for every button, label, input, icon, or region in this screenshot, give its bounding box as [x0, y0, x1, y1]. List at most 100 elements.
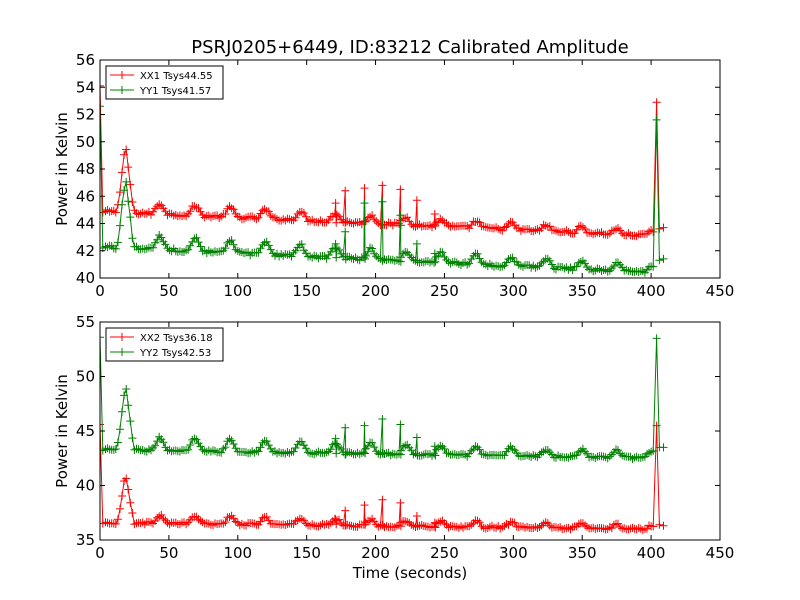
top-point-marker — [378, 197, 387, 206]
top-point-marker — [252, 215, 261, 224]
top-point-marker — [477, 258, 486, 267]
bottom-point-marker — [537, 521, 546, 530]
top-point-marker — [100, 102, 104, 111]
top-point-marker — [120, 150, 129, 159]
top-point-marker — [475, 254, 484, 263]
bottom-point-marker — [109, 445, 118, 454]
bottom-point-marker — [126, 417, 135, 426]
top-point-marker — [175, 247, 184, 256]
bottom-point-marker — [258, 438, 267, 447]
bottom-point-marker — [359, 448, 368, 457]
bottom-point-marker — [175, 447, 184, 456]
bottom-point-marker — [506, 517, 515, 526]
bottom-point-marker — [281, 521, 290, 529]
bottom-point-marker — [436, 441, 445, 450]
bottom-series-markers-2 — [100, 333, 668, 463]
bottom-point-marker — [198, 518, 207, 527]
top-point-marker — [124, 197, 133, 206]
top-point-marker — [426, 221, 434, 230]
bottom-point-marker — [304, 448, 312, 457]
bottom-point-marker — [483, 451, 492, 460]
top-point-marker — [412, 239, 421, 248]
bottom-point-marker — [250, 448, 259, 457]
bottom-point-marker — [122, 385, 131, 393]
bottom-point-marker — [242, 448, 250, 457]
bottom-point-marker — [395, 449, 403, 458]
bottom-x-tick-label: 200 — [361, 544, 390, 562]
top-point-marker — [612, 225, 620, 234]
bottom-point-marker — [649, 522, 658, 531]
bottom-y-tick-label: 55 — [76, 313, 95, 331]
top-point-marker — [186, 241, 195, 250]
top-point-marker — [360, 199, 369, 208]
bottom-legend-label-2: YY2 Tsys42.53 — [139, 348, 211, 359]
top-point-marker — [395, 257, 403, 266]
top-point-marker — [297, 240, 306, 249]
top-point-marker — [593, 264, 602, 273]
top-point-marker — [122, 177, 131, 186]
top-point-marker — [516, 226, 525, 235]
top-y-tick-label: 56 — [76, 51, 95, 69]
bottom-point-marker — [196, 516, 205, 525]
bottom-point-marker — [231, 517, 240, 526]
bottom-point-marker — [508, 445, 517, 453]
top-point-marker — [359, 253, 368, 262]
bottom-point-marker — [103, 518, 112, 527]
bottom-point-marker — [130, 520, 139, 529]
top-point-marker — [285, 250, 294, 259]
top-point-marker — [142, 209, 151, 218]
top-point-marker — [291, 213, 300, 222]
top-point-marker — [438, 248, 447, 257]
top-point-marker — [264, 207, 273, 216]
top-point-marker — [122, 145, 131, 154]
top-point-marker — [225, 202, 234, 211]
top-point-marker — [574, 258, 583, 267]
bottom-point-marker — [190, 434, 199, 443]
top-y-tick-label: 40 — [76, 269, 95, 287]
top-point-marker — [295, 240, 304, 249]
bottom-point-marker — [624, 525, 633, 534]
top-point-marker — [333, 210, 341, 219]
bottom-point-marker — [341, 506, 350, 515]
bottom-point-marker — [124, 485, 133, 494]
top-point-marker — [541, 221, 550, 230]
top-point-marker — [331, 239, 340, 248]
bottom-point-marker — [533, 524, 542, 532]
top-point-marker — [508, 253, 517, 262]
top-point-marker — [217, 247, 226, 256]
top-point-marker — [335, 245, 343, 254]
bottom-point-marker — [467, 520, 476, 529]
bottom-point-marker — [539, 447, 548, 456]
top-point-marker — [242, 213, 250, 222]
bottom-point-marker — [366, 516, 374, 525]
bottom-point-marker — [378, 495, 387, 504]
bottom-point-marker — [475, 445, 484, 454]
bottom-point-marker — [397, 446, 405, 455]
bottom-point-marker — [159, 438, 168, 447]
top-point-marker — [603, 230, 612, 239]
top-x-tick-label: 100 — [223, 282, 252, 300]
bottom-point-marker — [645, 448, 653, 457]
bottom-point-marker — [444, 523, 453, 532]
bottom-point-marker — [341, 423, 350, 432]
top-point-marker — [504, 255, 513, 264]
bottom-x-tick-label: 400 — [637, 544, 666, 562]
top-point-marker — [587, 265, 596, 274]
bottom-y-tick-label: 40 — [76, 477, 95, 495]
top-point-marker — [384, 255, 393, 264]
bottom-point-marker — [636, 453, 645, 462]
top-point-marker — [597, 266, 606, 275]
top-point-marker — [436, 214, 445, 223]
top-point-marker — [374, 219, 383, 228]
bottom-point-marker — [492, 523, 501, 532]
top-point-marker — [190, 202, 199, 211]
top-point-marker — [622, 265, 631, 274]
bottom-point-marker — [337, 445, 346, 453]
top-legend-label-2: YY1 Tsys41.57 — [139, 86, 211, 97]
bottom-x-tick-label: 100 — [223, 544, 252, 562]
bottom-y-tick-label: 35 — [76, 531, 95, 549]
bottom-point-marker — [252, 446, 261, 455]
top-point-marker — [308, 253, 317, 262]
bottom-point-marker — [603, 454, 612, 463]
bottom-point-marker — [556, 523, 565, 532]
